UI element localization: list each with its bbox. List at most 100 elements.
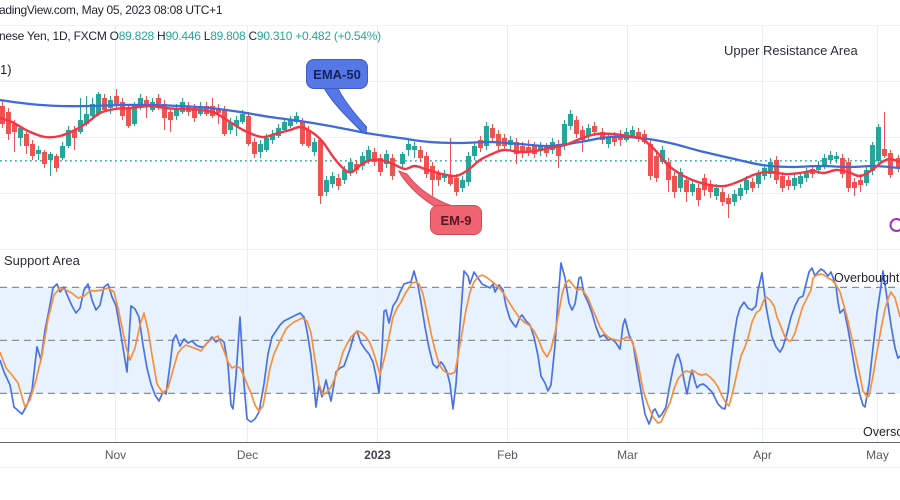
candle-body <box>342 170 347 180</box>
axis-label-mar: Mar <box>617 448 638 462</box>
candle-body <box>636 132 641 138</box>
candle-body <box>372 152 377 162</box>
candle-body <box>222 110 227 134</box>
candle-body <box>0 106 5 124</box>
watermark-date-line: adingView.com, May 05, 2023 08:08 UTC+1 <box>0 3 223 17</box>
candle-body <box>102 98 107 110</box>
candle-body <box>294 116 299 122</box>
candle-body <box>126 108 131 126</box>
overbought-annotation[interactable]: Overbought <box>834 271 900 285</box>
candle-body <box>828 155 833 160</box>
candle-body <box>490 128 495 138</box>
candle-body <box>30 144 35 156</box>
oversold-annotation[interactable]: Oversold <box>863 425 900 439</box>
ema50-callout-tail <box>321 83 368 135</box>
candle-body <box>72 130 77 138</box>
candle-body <box>846 162 851 188</box>
candle-body <box>54 156 59 168</box>
candle-body <box>630 130 635 136</box>
candle-body <box>816 165 821 170</box>
candle-body <box>460 180 465 188</box>
ema9-line <box>0 104 900 188</box>
close-value: 90.310 <box>256 29 293 43</box>
open-value: 89.828 <box>118 29 154 43</box>
open-label: O <box>109 29 119 43</box>
symbol-name: nese Yen, 1D, FXCM <box>0 29 107 43</box>
candle-body <box>42 152 47 164</box>
candle-body <box>300 122 305 144</box>
candle-body <box>768 162 773 174</box>
candle-body <box>586 128 591 136</box>
candle-body <box>366 150 371 160</box>
candle-body <box>48 154 53 160</box>
candle-body <box>324 180 329 192</box>
candle-body <box>888 153 893 175</box>
candle-body <box>162 104 167 118</box>
candle-body <box>732 194 737 202</box>
candle-body <box>574 120 579 134</box>
candle-body <box>114 96 119 106</box>
axis-label-2023: 2023 <box>364 448 391 462</box>
purple-circle-marker[interactable] <box>889 218 900 232</box>
candle-body <box>282 122 287 130</box>
candle-body <box>24 134 29 146</box>
candle-body <box>132 106 137 124</box>
candle-body <box>412 146 417 150</box>
candle-body <box>864 170 869 183</box>
candle-body <box>6 112 11 134</box>
candle-body <box>216 108 221 113</box>
candle-body <box>84 114 89 124</box>
candle-body <box>684 180 689 192</box>
candle-body <box>108 100 113 108</box>
candle-body <box>354 164 359 170</box>
candle-body <box>424 156 429 174</box>
candle-body <box>336 178 341 186</box>
candle-body <box>580 130 585 140</box>
candle-body <box>562 124 567 146</box>
candle-body <box>696 188 701 200</box>
candle-body <box>378 158 383 172</box>
candle-body <box>36 150 41 154</box>
candle-body <box>538 146 543 151</box>
axis-label-nov: Nov <box>104 448 127 462</box>
candle-body <box>330 176 335 184</box>
symbol-legend: nese Yen, 1D, FXCM O89.828 H90.446 L89.8… <box>0 29 381 43</box>
candle-body <box>690 184 695 192</box>
candle-body <box>750 182 755 188</box>
candle-body <box>390 158 395 176</box>
candle-body <box>660 150 665 162</box>
candle-body <box>270 134 275 140</box>
candle-body <box>264 138 269 150</box>
candle-body <box>780 176 785 188</box>
candle-body <box>804 172 809 178</box>
candle-body <box>306 130 311 146</box>
candle-body <box>442 174 447 178</box>
candle-body <box>418 150 423 158</box>
candle-body <box>756 174 761 184</box>
candle-body <box>60 146 65 158</box>
axis-label-feb: Feb <box>497 448 518 462</box>
candle-body <box>430 166 435 180</box>
candle-body <box>66 130 71 146</box>
ema50-callout[interactable]: EMA-50 <box>306 59 368 89</box>
candle-body <box>606 138 611 144</box>
candle-body <box>714 188 719 196</box>
axis-label-apr: Apr <box>753 448 772 462</box>
candle-body <box>454 178 459 192</box>
change-value: +0.482 (+0.54%) <box>295 29 381 43</box>
axis-label-may: May <box>866 448 889 462</box>
em9-callout[interactable]: EM-9 <box>430 205 482 235</box>
candle-body <box>168 112 173 120</box>
candle-body <box>876 127 881 161</box>
high-label: H <box>157 29 166 43</box>
candle-body <box>348 162 353 172</box>
candle-body <box>96 94 101 114</box>
candle-body <box>672 176 677 192</box>
support-area-annotation[interactable]: Support Area <box>4 253 80 268</box>
candle-body <box>478 140 483 148</box>
candle-body <box>192 108 197 118</box>
candle-body <box>834 156 839 159</box>
candle-body <box>246 116 251 144</box>
upper-resistance-annotation[interactable]: Upper Resistance Area <box>724 43 858 58</box>
